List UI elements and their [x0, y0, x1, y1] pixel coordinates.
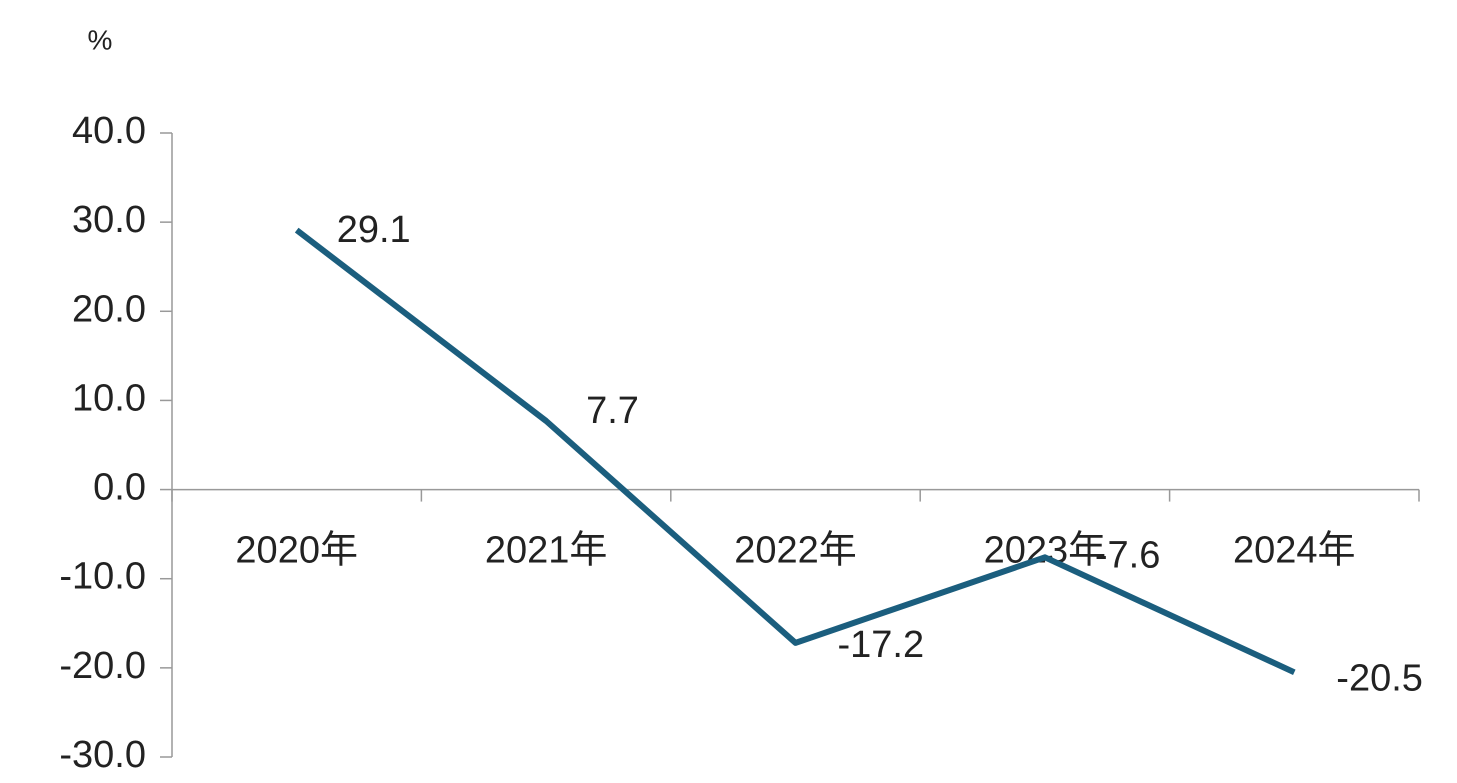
y-tick-label: -20.0 — [59, 645, 146, 687]
y-tick-label: -10.0 — [59, 556, 146, 598]
x-tick-label: 2021年 — [485, 530, 608, 572]
data-label: -17.2 — [838, 624, 925, 666]
y-tick-label: 10.0 — [72, 377, 146, 419]
y-tick-label: 0.0 — [93, 467, 146, 509]
data-label: -20.5 — [1336, 657, 1423, 699]
x-tick-label: 2022年 — [734, 530, 857, 572]
x-tick-label: 2024年 — [1233, 530, 1356, 572]
y-tick-label: -30.0 — [59, 734, 146, 776]
data-label: 29.1 — [337, 209, 411, 251]
y-axis-label: % — [88, 24, 113, 55]
data-line — [294, 227, 1296, 676]
x-tick-label: 2023年 — [984, 530, 1107, 572]
y-tick-label: 40.0 — [72, 110, 146, 152]
y-tick-label: 20.0 — [72, 288, 146, 330]
y-tick-label: 30.0 — [72, 199, 146, 241]
data-label: 7.7 — [586, 390, 639, 432]
data-label: -7.6 — [1095, 534, 1160, 576]
x-tick-label: 2020年 — [235, 530, 358, 572]
